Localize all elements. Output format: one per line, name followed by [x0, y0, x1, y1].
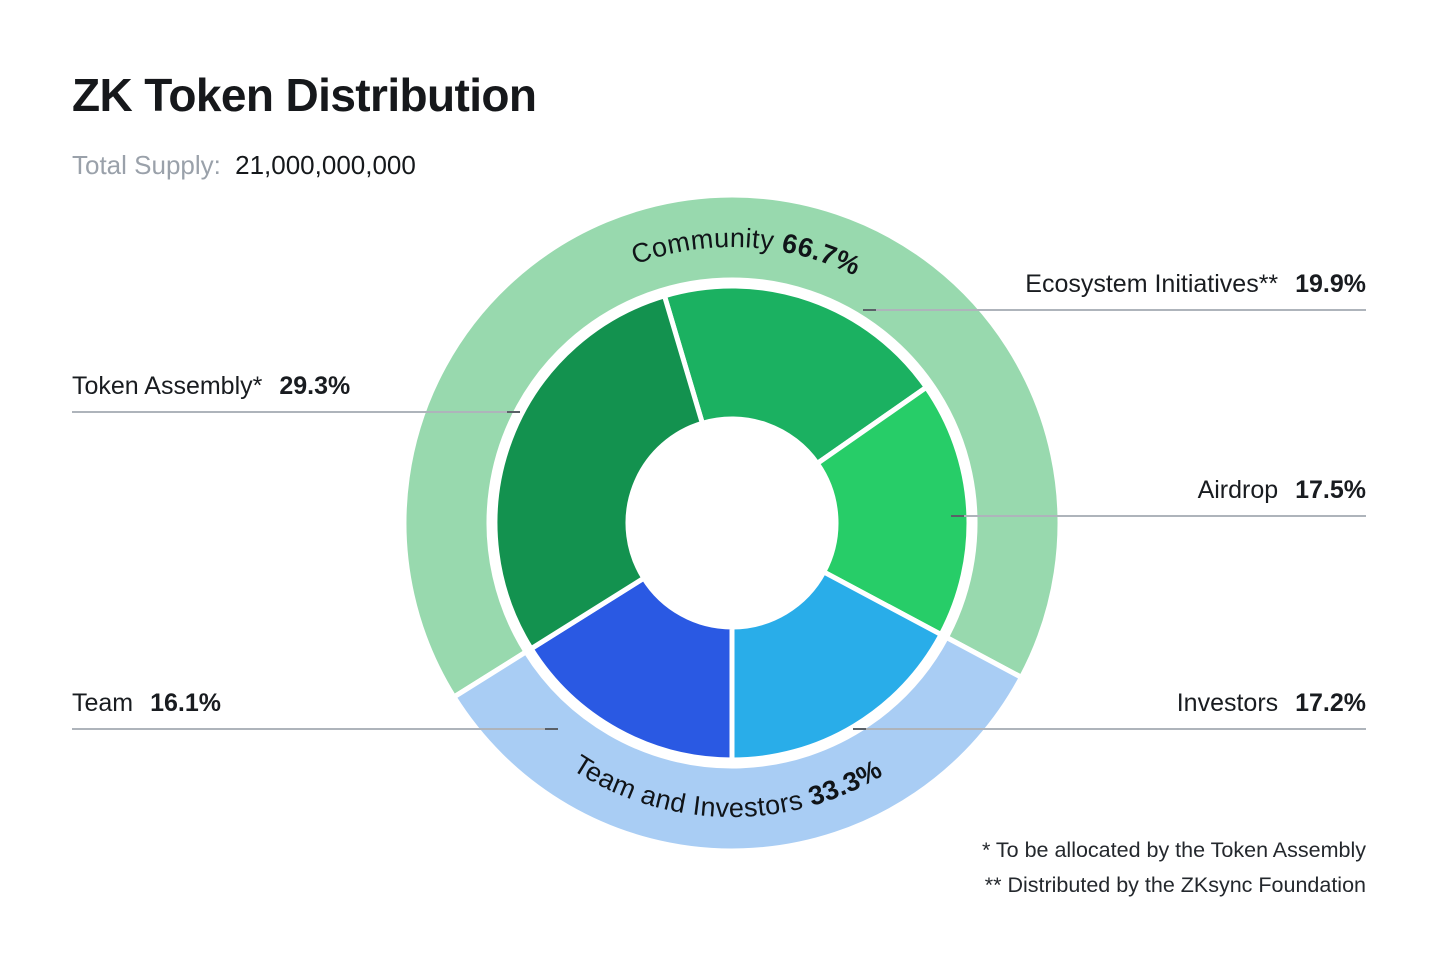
callout-team: Team 16.1% — [72, 689, 221, 718]
footnote-zksync-foundation: ** Distributed by the ZKsync Foundation — [984, 873, 1366, 897]
callout-label: Token Assembly* — [72, 372, 263, 400]
leader-tick — [545, 728, 558, 730]
page-title: ZK Token Distribution — [72, 69, 537, 121]
callout-value: 17.2% — [1295, 689, 1366, 717]
total-supply-value: 21,000,000,000 — [235, 150, 416, 180]
total-supply: Total Supply: 21,000,000,000 — [72, 150, 416, 181]
callout-value: 16.1% — [150, 689, 221, 717]
callout-airdrop: Airdrop 17.5% — [1198, 476, 1366, 505]
slice-token-assembly — [492, 293, 705, 652]
slice-ecosystem-initiatives — [661, 283, 929, 466]
leader-tick — [863, 309, 876, 311]
slice-investors — [729, 569, 944, 763]
leader-line-airdrop — [951, 515, 1366, 517]
slice-team — [528, 575, 735, 763]
callout-label: Airdrop — [1197, 476, 1279, 504]
outer-arc-team-and-investors — [451, 634, 1024, 854]
leader-line-investors — [853, 728, 1366, 730]
leader-tick — [507, 411, 520, 413]
callout-investors: Investors 17.2% — [1177, 689, 1366, 718]
callout-token-assembly: Token Assembly* 29.3% — [72, 372, 350, 401]
slice-airdrop — [814, 384, 972, 638]
leader-line-ecosystem — [863, 309, 1366, 311]
footnotes: * To be allocated by the Token Assembly … — [982, 833, 1366, 903]
outer-arc-community — [401, 192, 1063, 700]
callout-ecosystem-initiatives: Ecosystem Initiatives** 19.9% — [1025, 270, 1366, 299]
callout-value: 17.5% — [1295, 476, 1366, 504]
callout-value: 29.3% — [279, 372, 351, 400]
leader-line-team — [72, 728, 558, 730]
total-supply-label: Total Supply: — [72, 150, 221, 180]
leader-line-token-assembly — [72, 411, 520, 413]
callout-label: Ecosystem Initiatives** — [1025, 270, 1279, 298]
callout-label: Investors — [1176, 689, 1279, 717]
callout-value: 19.9% — [1295, 270, 1366, 298]
callout-label: Team — [72, 689, 134, 717]
donut-chart: Community 66.7%Team and Investors 33.3% — [401, 192, 1063, 854]
footnote-token-assembly: * To be allocated by the Token Assembly — [981, 838, 1366, 862]
leader-tick — [951, 515, 964, 517]
leader-tick — [853, 728, 866, 730]
